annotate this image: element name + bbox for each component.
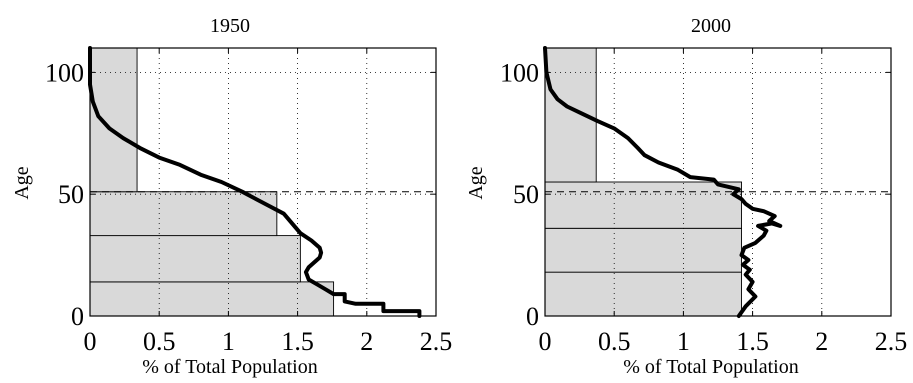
plot-frame <box>89 47 437 317</box>
age-group-bar <box>89 47 138 193</box>
x-tick-label: 1 <box>677 327 690 356</box>
y-tick-label: 0 <box>526 302 539 331</box>
y-axis-label: Age <box>465 166 487 199</box>
age-group-bar <box>544 227 742 273</box>
age-group-bar <box>544 271 742 317</box>
y-tick-label: 50 <box>513 180 539 209</box>
y-tick-label: 100 <box>45 58 84 87</box>
y-tick-label: 50 <box>58 180 84 209</box>
age-group-bar <box>544 181 742 229</box>
x-axis-label: % of Total Population <box>142 356 317 378</box>
y-tick-label: 0 <box>71 302 84 331</box>
x-tick-label: 0 <box>539 327 552 356</box>
x-tick-label: 2 <box>360 327 373 356</box>
population-series-line <box>88 46 422 318</box>
x-tick-label: 0.5 <box>143 327 176 356</box>
y-axis-label: Age <box>11 166 33 199</box>
age-group-bar <box>89 235 301 283</box>
panel-1950: 1950 Age % of Total Population 0 0.5 1 1.5 2… <box>11 15 452 378</box>
y-tick-label: 100 <box>500 58 539 87</box>
x-tick-label: 2.5 <box>420 327 453 356</box>
x-tick-label: 1 <box>222 327 235 356</box>
population-series-line <box>543 46 783 318</box>
chart-title: 1950 <box>210 15 250 37</box>
x-axis-label: % of Total Population <box>623 356 798 378</box>
plot-frame <box>544 47 892 317</box>
age-group-bar <box>89 191 278 237</box>
x-tick-label: 2.5 <box>875 327 908 356</box>
x-tick-label: 1.5 <box>736 327 769 356</box>
panel-2000: 2000 Age % of Total Population 0 0.5 1 1.5 2… <box>465 15 907 378</box>
x-tick-label: 2 <box>815 327 828 356</box>
x-tick-label: 0.5 <box>598 327 631 356</box>
x-tick-label: 1.5 <box>281 327 314 356</box>
chart-title: 2000 <box>691 15 731 37</box>
x-tick-label: 0 <box>84 327 97 356</box>
age-group-bar <box>89 281 335 317</box>
